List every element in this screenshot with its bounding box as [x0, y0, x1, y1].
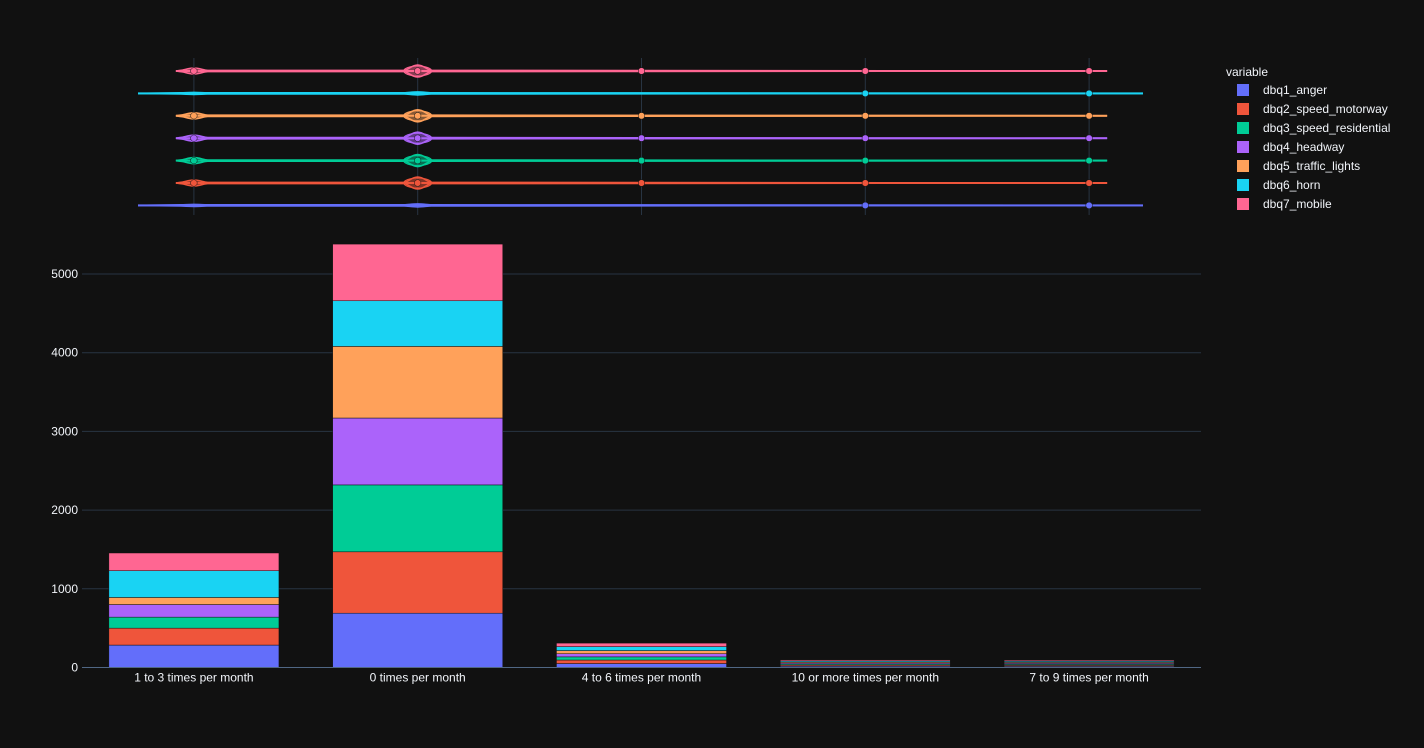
bar-segment-dbq7_mobile[interactable] [780, 659, 951, 662]
y-tick-label: 5000 [51, 267, 78, 281]
violin-point [414, 112, 422, 120]
bar-segment-dbq6_horn[interactable] [556, 646, 727, 651]
violin-point [414, 67, 422, 75]
violin-point [190, 112, 198, 120]
violin-point [861, 201, 869, 209]
bar-segment-dbq3_speed_residential[interactable] [556, 656, 727, 661]
bar-segment-dbq2_speed_motorway[interactable] [556, 659, 727, 664]
bar-segment-dbq7_mobile[interactable] [1003, 660, 1175, 662]
x-tick-label: 1 to 3 times per month [134, 671, 253, 685]
violin-point [637, 179, 646, 187]
violin-point [861, 67, 869, 75]
violin-point [1085, 201, 1093, 209]
bar-segment-dbq5_traffic_lights[interactable] [556, 650, 727, 654]
violin-dbq1_anger [137, 201, 1144, 209]
violin-point [861, 134, 869, 142]
bar-segment-dbq6_horn[interactable] [108, 570, 280, 598]
violin-point [1085, 134, 1093, 142]
legend: variable dbq1_anger dbq2_speed_motorwaydb… [1226, 65, 1390, 211]
y-tick-label: 1000 [51, 582, 78, 596]
violin-point [1085, 157, 1093, 165]
legend-item-dbq7_mobile[interactable]: dbq7_mobile [1263, 197, 1332, 211]
violin-point [637, 134, 646, 142]
violin-dbq2_speed_motorway [175, 176, 1108, 190]
legend-swatch-dbq3_speed_residential[interactable] [1237, 122, 1249, 134]
y-tick-label: 0 [71, 661, 78, 675]
legend-swatch-dbq6_horn[interactable] [1237, 179, 1249, 191]
y-tick-label: 2000 [51, 503, 78, 517]
violin-point [1085, 112, 1093, 120]
legend-swatch-dbq1_anger[interactable] [1237, 84, 1249, 96]
violin-dbq5_traffic_lights [175, 108, 1108, 123]
y-tick-label: 3000 [51, 424, 78, 438]
violin-dbq4_headway [175, 131, 1108, 146]
legend-swatch-dbq2_speed_motorway[interactable] [1237, 103, 1249, 115]
violin-point [861, 179, 869, 187]
legend-item-dbq4_headway[interactable]: dbq4_headway [1263, 140, 1344, 154]
bar-segment-dbq6_horn[interactable] [332, 300, 503, 347]
bar-segment-dbq2_speed_motorway[interactable] [332, 551, 503, 614]
bar-segment-dbq1_anger[interactable] [332, 612, 503, 668]
bar-segment-dbq5_traffic_lights[interactable] [108, 597, 280, 605]
x-tick-label: 10 or more times per month [792, 671, 939, 685]
violin-dbq6_horn [137, 89, 1144, 97]
violin-point [861, 157, 869, 165]
violin-point [637, 157, 646, 165]
violin-point [1085, 179, 1093, 187]
violin-point [190, 67, 198, 75]
bars [108, 243, 1175, 668]
violin-point [1085, 67, 1093, 75]
legend-item-dbq1_anger[interactable]: dbq1_anger [1263, 83, 1327, 97]
violin-point [414, 134, 422, 142]
bar-segment-dbq7_mobile[interactable] [108, 552, 280, 571]
violin-dbq7_mobile [175, 64, 1108, 78]
bar-segment-dbq3_speed_residential[interactable] [332, 484, 503, 553]
legend-swatch-dbq4_headway[interactable] [1237, 141, 1249, 153]
bar-segment-dbq4_headway[interactable] [556, 653, 727, 658]
legend-item-dbq3_speed_residential[interactable]: dbq3_speed_residential [1263, 121, 1390, 135]
bar-segment-dbq7_mobile[interactable] [556, 642, 727, 647]
legend-swatch-dbq5_traffic_lights[interactable] [1237, 160, 1249, 172]
marginal-violin-plot [137, 58, 1144, 215]
y-tick-label: 4000 [51, 346, 78, 360]
x-tick-label: 4 to 6 times per month [582, 671, 701, 685]
violin-point [414, 157, 422, 165]
bar-segment-dbq4_headway[interactable] [332, 417, 503, 486]
axes: 0 1000 2000 3000 4000 5000 1 to 3 times per mo… [51, 267, 1201, 685]
violin-point [861, 89, 869, 97]
violin-point [861, 112, 869, 120]
violin-point [190, 134, 198, 142]
bar-segment-dbq7_mobile[interactable] [332, 243, 503, 302]
x-tick-label: 7 to 9 times per month [1029, 671, 1148, 685]
violin-point [190, 157, 198, 165]
legend-item-dbq2_speed_motorway[interactable]: dbq2_speed_motorway [1263, 102, 1388, 116]
bar-segment-dbq1_anger[interactable] [108, 644, 280, 668]
violin-dbq3_speed_residential [175, 153, 1108, 168]
bar-segment-dbq4_headway[interactable] [108, 604, 280, 618]
legend-swatch-dbq7_mobile[interactable] [1237, 198, 1249, 210]
legend-title: variable [1226, 65, 1268, 79]
x-tick-label: 0 times per month [370, 671, 466, 685]
violin-point [637, 112, 646, 120]
violin-point [1085, 89, 1093, 97]
violin-point [414, 179, 422, 187]
violin-point [190, 179, 198, 187]
legend-item-dbq5_traffic_lights[interactable]: dbq5_traffic_lights [1263, 159, 1360, 173]
bar-segment-dbq1_anger[interactable] [556, 663, 727, 668]
violin-point [637, 67, 646, 75]
legend-item-dbq6_horn[interactable]: dbq6_horn [1263, 178, 1320, 192]
bar-segment-dbq3_speed_residential[interactable] [108, 616, 280, 629]
bar-segment-dbq5_traffic_lights[interactable] [332, 346, 503, 419]
bar-segment-dbq2_speed_motorway[interactable] [108, 627, 280, 646]
